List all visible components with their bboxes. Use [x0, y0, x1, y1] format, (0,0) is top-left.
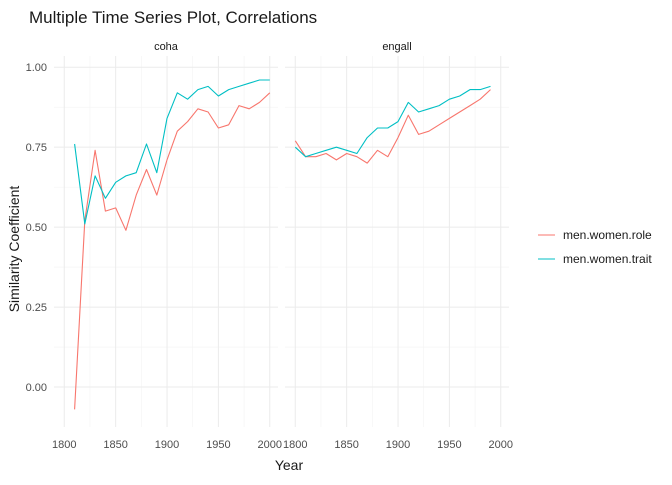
- series-line-men-women-trait: [74, 79, 270, 225]
- legend-label: men.women.trait: [563, 252, 652, 266]
- y-tick-label: 1.00: [26, 62, 47, 74]
- series-line-men-women-role: [294, 89, 491, 164]
- y-tick-label: 0.00: [26, 382, 47, 394]
- x-tick-label: 1800: [52, 439, 76, 451]
- y-tick-label: 0.50: [26, 222, 47, 234]
- x-tick-label: 1950: [437, 439, 461, 451]
- legend: men.women.role men.women.trait: [538, 228, 652, 266]
- facet-panel-engall: engall 1800 1850 1900 1950 2000: [283, 41, 513, 451]
- x-tick-label: 2000: [258, 439, 282, 451]
- y-tick-label: 0.25: [26, 302, 47, 314]
- legend-item: men.women.role: [538, 228, 652, 242]
- series-line-men-women-trait: [294, 85, 491, 158]
- y-axis-title: Similarity Coefficient: [6, 186, 22, 313]
- x-tick-label: 1800: [283, 439, 307, 451]
- x-tick-label: 2000: [489, 439, 513, 451]
- series-line-men-women-role: [74, 92, 271, 410]
- legend-label: men.women.role: [563, 228, 652, 242]
- x-tick-label: 1850: [103, 439, 127, 451]
- facet-panel-coha: coha 1800 1850 1900 1950 2000 0.00 0.25 0.50 0.75…: [26, 41, 282, 451]
- facet-strip-label: coha: [154, 41, 179, 53]
- x-tick-label: 1900: [155, 439, 179, 451]
- x-tick-label: 1950: [206, 439, 230, 451]
- x-tick-label: 1850: [334, 439, 358, 451]
- y-tick-label: 0.75: [26, 142, 47, 154]
- panels-layer: coha 1800 1850 1900 1950 2000 0.00 0.25 0.50 0.75…: [26, 41, 513, 451]
- legend-item: men.women.trait: [538, 252, 652, 266]
- facet-strip-label: engall: [382, 41, 411, 53]
- x-tick-label: 1900: [386, 439, 410, 451]
- chart-title: Multiple Time Series Plot, Correlations: [29, 8, 317, 27]
- x-axis-title: Year: [275, 457, 304, 473]
